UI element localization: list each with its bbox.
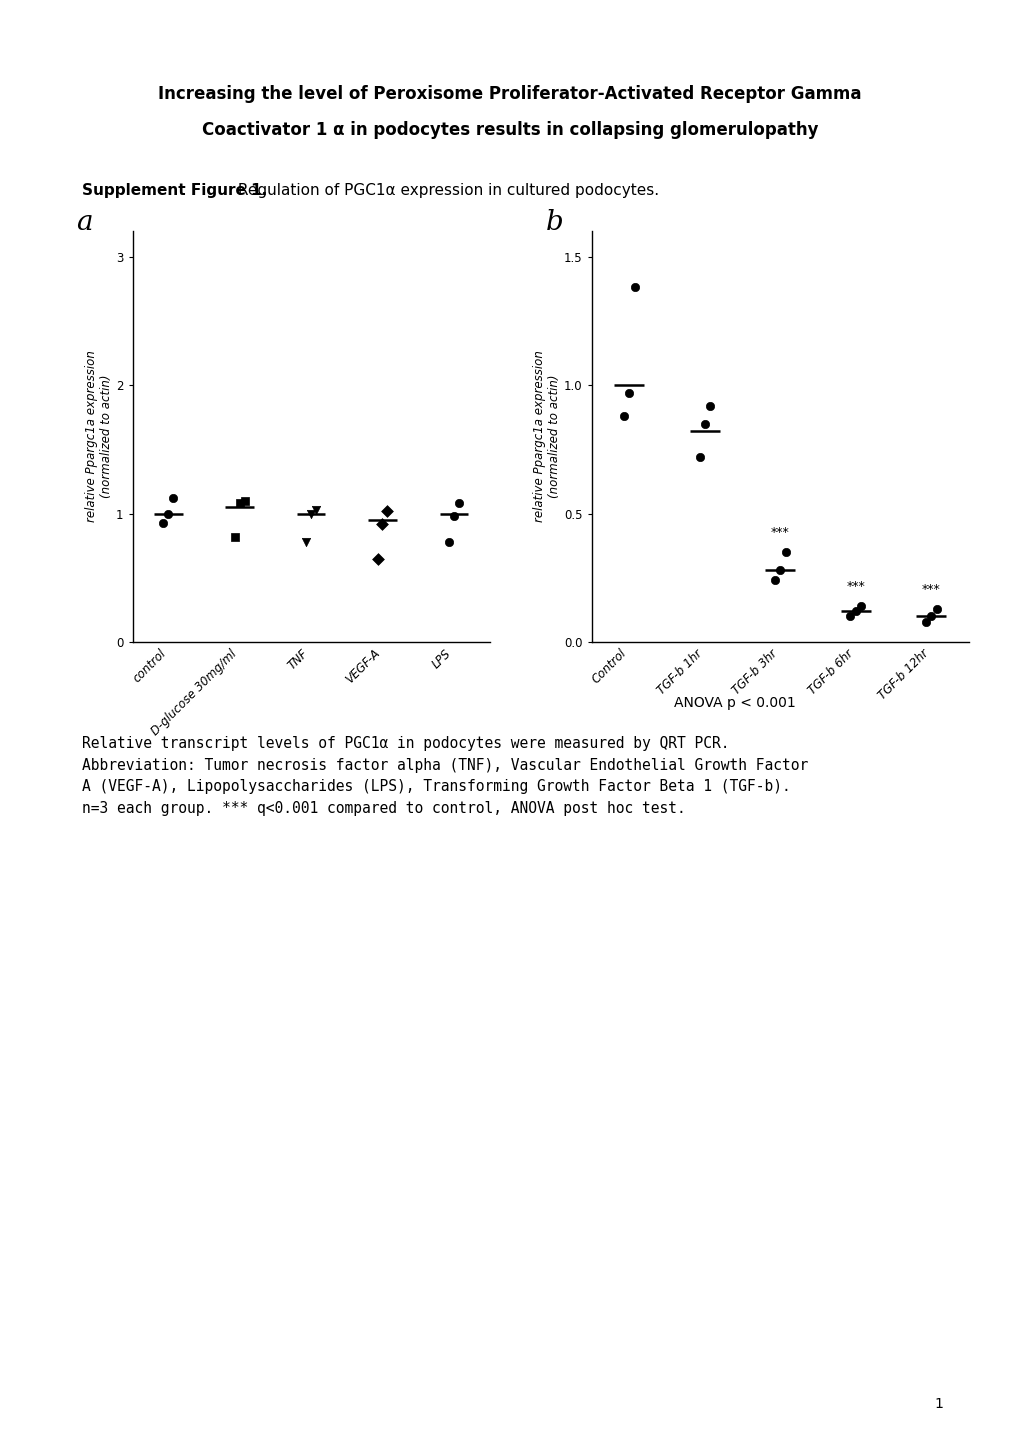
Point [615,404,632,427]
Point [379,499,395,522]
Point [226,525,243,548]
Point [621,381,637,404]
Point [771,558,788,582]
Point [691,446,707,469]
Point [155,511,171,534]
Point [445,505,462,528]
Point [847,600,863,623]
Point [165,486,181,509]
Point [369,547,385,570]
Point [927,597,944,620]
Point [374,512,390,535]
Point [701,394,717,417]
Point [308,498,324,521]
Point [440,531,457,554]
Text: a: a [76,209,93,237]
Text: 1: 1 [933,1397,942,1411]
Y-axis label: relative Ppargc1a expression
(normalized to actin): relative Ppargc1a expression (normalized… [86,351,113,522]
Point [160,502,176,525]
Point [922,605,938,628]
Text: ***: *** [770,527,789,540]
Y-axis label: relative Ppargc1a expression
(normalized to actin): relative Ppargc1a expression (normalized… [533,351,560,522]
Text: ***: *** [846,580,864,593]
Point [303,502,319,525]
Text: ANOVA p < 0.001: ANOVA p < 0.001 [673,696,795,710]
Text: b: b [545,209,562,237]
Text: Coactivator 1 α in podocytes results in collapsing glomerulopathy: Coactivator 1 α in podocytes results in … [202,121,817,139]
Point [776,541,793,564]
Text: Relative transcript levels of PGC1α in podocytes were measured by QRT PCR.
Abbre: Relative transcript levels of PGC1α in p… [82,736,807,815]
Point [766,569,783,592]
Point [231,492,248,515]
Point [626,276,642,299]
Point [236,489,253,512]
Point [917,610,933,633]
Text: Regulation of PGC1α expression in cultured podocytes.: Regulation of PGC1α expression in cultur… [232,183,658,198]
Text: ***: *** [921,583,940,596]
Text: Increasing the level of Peroxisome Proliferator-Activated Receptor Gamma: Increasing the level of Peroxisome Proli… [158,85,861,102]
Point [450,492,467,515]
Text: Supplement Figure 1.: Supplement Figure 1. [82,183,267,198]
Point [696,413,712,436]
Point [852,595,868,618]
Point [298,531,314,554]
Point [842,605,858,628]
